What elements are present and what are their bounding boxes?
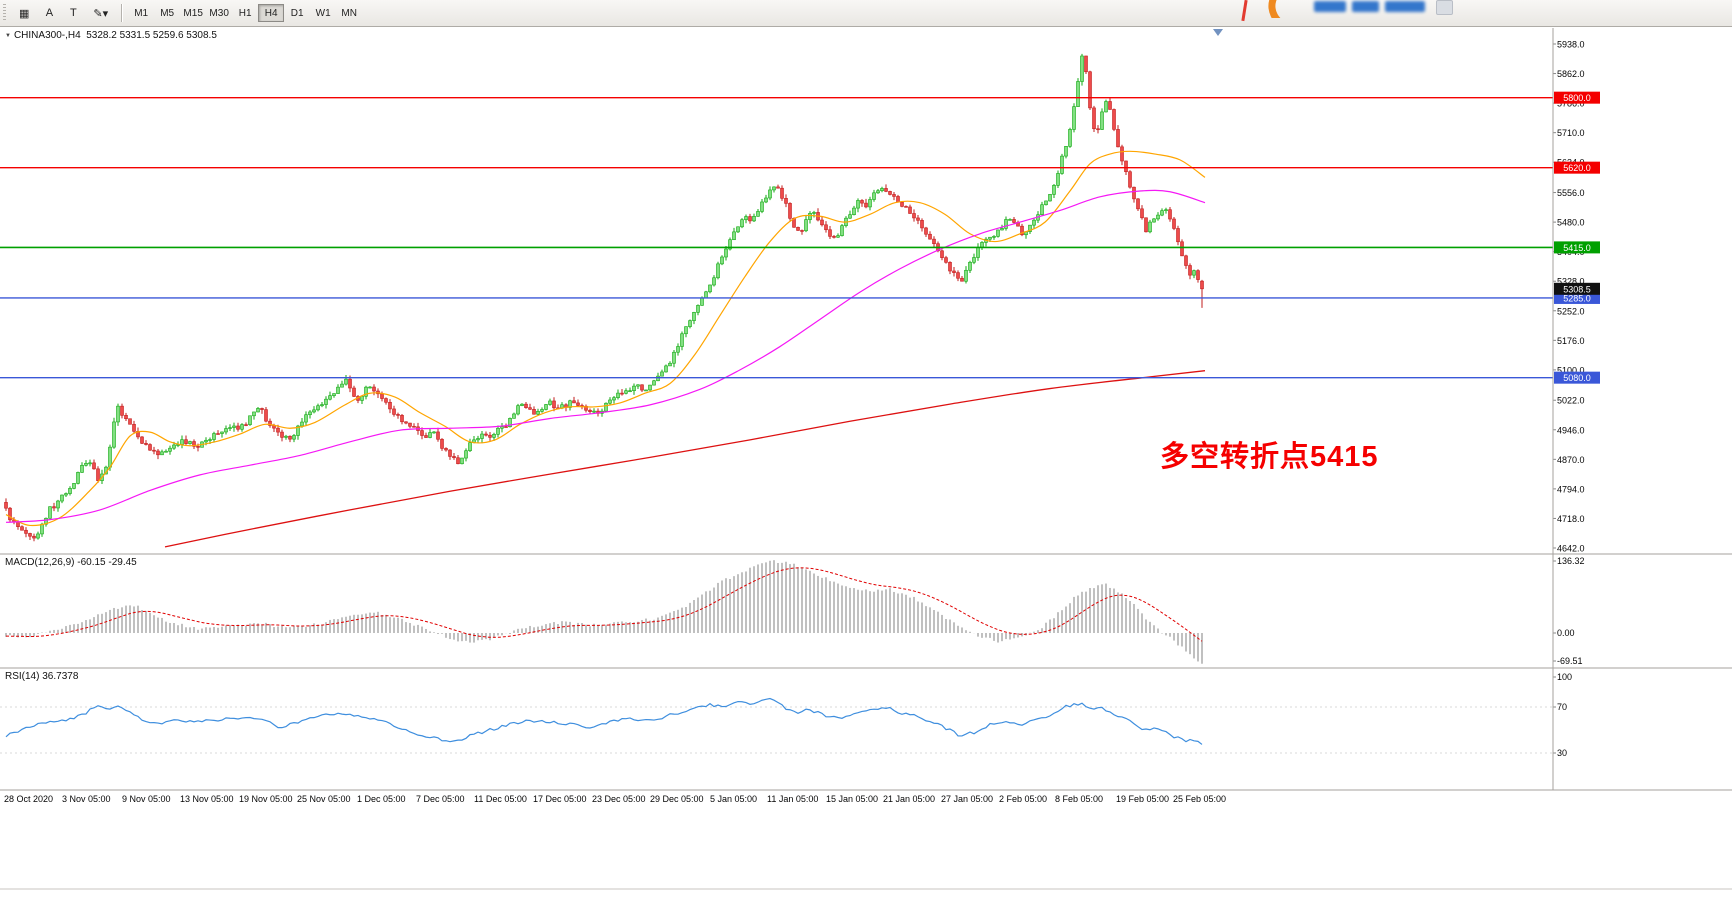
svg-text:3 Nov 05:00: 3 Nov 05:00 bbox=[62, 794, 111, 804]
svg-text:5862.0: 5862.0 bbox=[1557, 69, 1585, 79]
timeframe-h1[interactable]: H1 bbox=[232, 4, 258, 22]
svg-text:136.32: 136.32 bbox=[1557, 556, 1585, 566]
timeframe-m15[interactable]: M15 bbox=[180, 4, 206, 22]
svg-text:4946.0: 4946.0 bbox=[1557, 425, 1585, 435]
timeframe-w1[interactable]: W1 bbox=[310, 4, 336, 22]
partial-logo bbox=[1266, 0, 1476, 18]
svg-text:5308.5: 5308.5 bbox=[1563, 284, 1591, 294]
svg-text:25 Nov 05:00: 25 Nov 05:00 bbox=[297, 794, 351, 804]
candles-layer bbox=[4, 53, 1204, 542]
timeframe-toolbar: M1 M5 M15 M30 H1 H4 D1 W1 MN bbox=[128, 4, 362, 22]
svg-text:5415.0: 5415.0 bbox=[1563, 243, 1591, 253]
svg-text:15 Jan 05:00: 15 Jan 05:00 bbox=[826, 794, 878, 804]
chart-annotation-text[interactable]: 多空转折点5415 bbox=[1160, 441, 1379, 473]
svg-text:5480.0: 5480.0 bbox=[1557, 218, 1585, 228]
hline-5620.0[interactable]: 5620.0 bbox=[0, 161, 1600, 174]
svg-text:21 Jan 05:00: 21 Jan 05:00 bbox=[883, 794, 935, 804]
draw-tools-dropdown[interactable]: ✎▾ bbox=[86, 3, 115, 23]
macd-panel: 136.32 0.00 -69.51 bbox=[5, 556, 1585, 666]
svg-text:5080.0: 5080.0 bbox=[1563, 373, 1591, 383]
timeframe-m30[interactable]: M30 bbox=[206, 4, 232, 22]
ma-slow-red bbox=[164, 370, 1206, 548]
logo-text-blur bbox=[1385, 1, 1425, 12]
svg-text:5556.0: 5556.0 bbox=[1557, 188, 1585, 198]
timeframe-m1[interactable]: M1 bbox=[128, 4, 154, 22]
logo-small-icon bbox=[1436, 0, 1453, 15]
svg-text:4794.0: 4794.0 bbox=[1557, 484, 1585, 494]
svg-text:5176.0: 5176.0 bbox=[1557, 336, 1585, 346]
svg-text:5800.0: 5800.0 bbox=[1563, 93, 1591, 103]
svg-text:11 Jan 05:00: 11 Jan 05:00 bbox=[767, 794, 818, 804]
svg-text:5252.0: 5252.0 bbox=[1557, 306, 1585, 316]
time-axis-labels: 28 Oct 2020 3 Nov 05:00 9 Nov 05:00 13 Nov … bbox=[4, 794, 1226, 804]
svg-text:1 Dec 05:00: 1 Dec 05:00 bbox=[357, 794, 406, 804]
hline-5285.0[interactable]: 5285.0 bbox=[0, 291, 1600, 304]
svg-text:5938.0: 5938.0 bbox=[1557, 40, 1585, 50]
ma-fast-orange bbox=[5, 150, 1206, 527]
rsi-panel: 100 70 30 bbox=[0, 672, 1572, 758]
svg-text:5620.0: 5620.0 bbox=[1563, 163, 1591, 173]
svg-text:5100.0: 5100.0 bbox=[1557, 365, 1585, 375]
svg-text:5 Jan 05:00: 5 Jan 05:00 bbox=[710, 794, 757, 804]
svg-text:9 Nov 05:00: 9 Nov 05:00 bbox=[122, 794, 171, 804]
svg-text:25 Feb 05:00: 25 Feb 05:00 bbox=[1173, 794, 1226, 804]
current-price-badge: 5308.5 bbox=[1554, 282, 1600, 295]
svg-text:5285.0: 5285.0 bbox=[1563, 293, 1591, 303]
svg-text:19 Feb 05:00: 19 Feb 05:00 bbox=[1116, 794, 1169, 804]
svg-text:17 Dec 05:00: 17 Dec 05:00 bbox=[533, 794, 587, 804]
svg-text:4870.0: 4870.0 bbox=[1557, 455, 1585, 465]
chart-symbol-header: ▼ CHINA300-,H4 5328.2 5331.5 5259.6 5308… bbox=[5, 30, 217, 41]
logo-text-blur bbox=[1352, 1, 1379, 12]
svg-text:27 Jan 05:00: 27 Jan 05:00 bbox=[941, 794, 993, 804]
svg-text:11 Dec 05:00: 11 Dec 05:00 bbox=[474, 794, 527, 804]
svg-text:5328.0: 5328.0 bbox=[1557, 277, 1585, 287]
svg-text:5710.0: 5710.0 bbox=[1557, 128, 1585, 138]
svg-text:13 Nov 05:00: 13 Nov 05:00 bbox=[180, 794, 234, 804]
hline-5080.0[interactable]: 5080.0 bbox=[0, 371, 1600, 384]
red-marker bbox=[1241, 0, 1248, 22]
svg-text:8 Feb 05:00: 8 Feb 05:00 bbox=[1055, 794, 1103, 804]
hline-5415.0[interactable]: 5415.0 bbox=[0, 241, 1600, 254]
timeframe-m5[interactable]: M5 bbox=[154, 4, 180, 22]
rsi-indicator-label: RSI(14) 36.7378 bbox=[5, 671, 79, 682]
svg-text:100: 100 bbox=[1557, 672, 1572, 682]
svg-text:4642.0: 4642.0 bbox=[1557, 544, 1585, 554]
svg-text:19 Nov 05:00: 19 Nov 05:00 bbox=[239, 794, 293, 804]
svg-text:29 Dec 05:00: 29 Dec 05:00 bbox=[650, 794, 704, 804]
svg-text:23 Dec 05:00: 23 Dec 05:00 bbox=[592, 794, 646, 804]
svg-text:-69.51: -69.51 bbox=[1557, 656, 1583, 666]
tools-group: ▦ A T ✎▾ bbox=[11, 3, 116, 23]
logo-text-blur bbox=[1314, 1, 1346, 12]
svg-text:0.00: 0.00 bbox=[1557, 628, 1575, 638]
text-a-tool-button[interactable]: A bbox=[38, 3, 60, 23]
symbol-collapse-icon[interactable]: ▼ bbox=[5, 32, 11, 39]
panel-splitters bbox=[0, 28, 1732, 890]
macd-indicator-label: MACD(12,26,9) -60.15 -29.45 bbox=[5, 557, 137, 568]
toolbar-drag-handle[interactable] bbox=[3, 4, 6, 22]
svg-text:28 Oct 2020: 28 Oct 2020 bbox=[4, 794, 53, 804]
top-toolbar: ▦ A T ✎▾ M1 M5 M15 M30 H1 H4 D1 W1 MN bbox=[0, 0, 1732, 27]
svg-text:30: 30 bbox=[1557, 748, 1567, 758]
chart-shift-marker[interactable] bbox=[1213, 29, 1223, 36]
svg-text:70: 70 bbox=[1557, 702, 1567, 712]
svg-text:7 Dec 05:00: 7 Dec 05:00 bbox=[416, 794, 465, 804]
svg-text:5022.0: 5022.0 bbox=[1557, 396, 1585, 406]
grid-tool-button[interactable]: ▦ bbox=[12, 3, 36, 23]
timeframe-d1[interactable]: D1 bbox=[284, 4, 310, 22]
timeframe-h4[interactable]: H4 bbox=[258, 4, 285, 22]
hline-5800.0[interactable]: 5800.0 bbox=[0, 91, 1600, 104]
timeframe-mn[interactable]: MN bbox=[336, 4, 362, 22]
text-t-tool-button[interactable]: T bbox=[62, 3, 84, 23]
ma-mid-magenta bbox=[5, 189, 1206, 523]
symbol-ohlc-text: CHINA300-,H4 5328.2 5331.5 5259.6 5308.5 bbox=[13, 30, 217, 41]
toolbar-separator bbox=[121, 4, 124, 22]
svg-text:4718.0: 4718.0 bbox=[1557, 514, 1585, 524]
svg-text:2 Feb 05:00: 2 Feb 05:00 bbox=[999, 794, 1047, 804]
